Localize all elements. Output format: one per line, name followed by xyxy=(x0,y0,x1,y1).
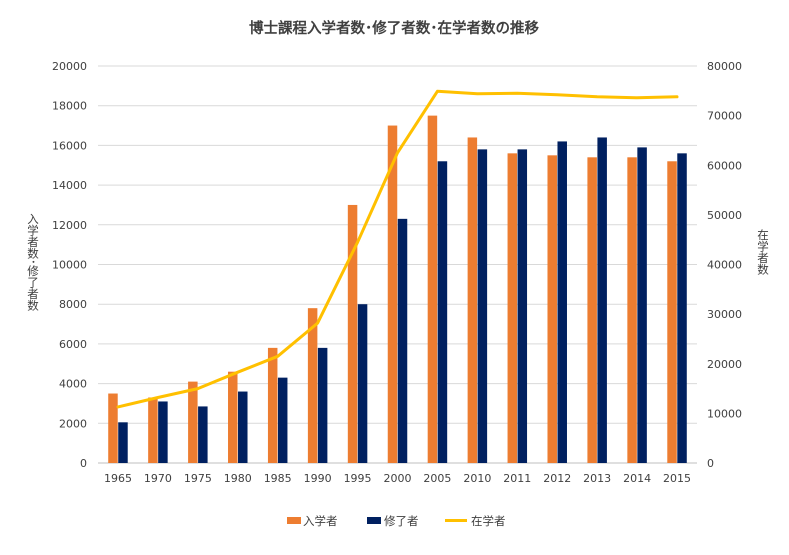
bar-completion xyxy=(677,153,687,463)
bar-completion xyxy=(198,406,208,463)
bar-completion xyxy=(357,304,368,463)
x-tick-label: 1995 xyxy=(344,472,372,485)
y2-axis-title: 在学者数 xyxy=(756,229,770,276)
y-tick-label: 0 xyxy=(80,457,87,470)
gridlines xyxy=(98,65,697,464)
y-tick-label: 2000 xyxy=(59,417,87,430)
y-tick-label: 8000 xyxy=(59,298,87,311)
bar-enrollment xyxy=(347,204,358,463)
chart-title: 博士課程入学者数･修了者数･在学者数の推移 xyxy=(249,19,539,37)
x-tick-label: 2012 xyxy=(543,472,571,485)
line-enrolled-total xyxy=(116,89,679,409)
y2-tick-label: 40000 xyxy=(707,259,742,272)
y2-tick-label: 0 xyxy=(707,457,714,470)
legend-enrollment-label: 入学者 xyxy=(303,514,338,528)
y2-tick-label: 60000 xyxy=(707,159,742,172)
bar-enrollment xyxy=(667,161,677,463)
y-tick-label: 20000 xyxy=(52,60,87,73)
bar-enrollment xyxy=(148,397,158,463)
bar-completion xyxy=(597,137,607,463)
x-tick-label: 2013 xyxy=(583,472,611,485)
axes: 0 2000 4000 6000 8000 10000 12000 14000 16000 180… xyxy=(26,60,770,485)
bar-completion xyxy=(158,401,168,463)
y-axis-title: 入学者数･修了者数 xyxy=(26,213,40,311)
bar-completion xyxy=(477,149,488,463)
y-tick-label: 16000 xyxy=(52,139,87,152)
y2-tick-label: 30000 xyxy=(707,308,742,321)
bar-enrollment xyxy=(188,381,198,463)
legend-completion-label: 修了者 xyxy=(384,514,419,528)
legend-enrollment-swatch xyxy=(287,517,301,524)
bar-completion xyxy=(277,377,288,463)
bar-enrollment xyxy=(108,393,118,463)
x-tick-label: 2011 xyxy=(503,472,531,485)
bar-enrollment xyxy=(507,153,518,463)
bar-completion xyxy=(517,149,528,463)
bar-completion xyxy=(317,347,328,463)
y-tick-label: 18000 xyxy=(52,100,87,113)
y2-tick-label: 20000 xyxy=(707,358,742,371)
y2-tick-label: 10000 xyxy=(707,407,742,420)
bar-enrollment xyxy=(467,137,478,463)
bar-completion xyxy=(637,147,647,463)
x-tick-label: 2005 xyxy=(423,472,451,485)
x-tick-label: 2014 xyxy=(623,472,651,485)
legend-enrolled-total-label: 在学者 xyxy=(471,514,506,528)
bar-completion xyxy=(557,141,567,463)
bar-completion xyxy=(118,422,128,463)
y-tick-label: 4000 xyxy=(59,378,87,391)
bar-enrollment xyxy=(587,157,597,463)
legend-completion-swatch xyxy=(367,517,381,524)
bar-enrollment xyxy=(627,157,637,463)
y-tick-label: 12000 xyxy=(52,219,87,232)
bar-completion xyxy=(238,391,248,463)
x-tick-label: 1980 xyxy=(224,472,252,485)
x-tick-label: 2000 xyxy=(384,472,412,485)
bar-completion xyxy=(437,161,448,463)
y2-tick-label: 50000 xyxy=(707,209,742,222)
bar-enrollment xyxy=(267,347,278,463)
bar-enrollment xyxy=(387,125,398,464)
y2-tick-label: 80000 xyxy=(707,60,742,73)
x-tick-label: 2010 xyxy=(463,472,491,485)
y-tick-label: 14000 xyxy=(52,179,87,192)
legend: 入学者 修了者 在学者 xyxy=(287,514,506,528)
x-tick-label: 1990 xyxy=(304,472,332,485)
x-tick-label: 1970 xyxy=(144,472,172,485)
bar-completion xyxy=(397,218,408,463)
bar-enrollment xyxy=(427,115,438,463)
bar-enrollment xyxy=(547,155,557,463)
x-tick-label: 2015 xyxy=(663,472,691,485)
x-tick-label: 1965 xyxy=(104,472,132,485)
x-tick-label: 1985 xyxy=(264,472,292,485)
bar-enrollment xyxy=(307,308,318,463)
bars xyxy=(108,115,687,464)
y2-tick-label: 70000 xyxy=(707,110,742,123)
bar-enrollment xyxy=(228,371,238,463)
y-tick-label: 10000 xyxy=(52,259,87,272)
line-series xyxy=(116,89,679,409)
x-tick-label: 1975 xyxy=(184,472,212,485)
y-tick-label: 6000 xyxy=(59,338,87,351)
